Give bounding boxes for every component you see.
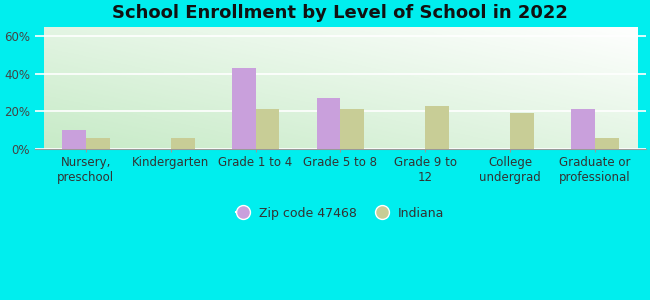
Bar	[425, 106, 449, 149]
Bar	[171, 137, 194, 149]
Legend: Zip code 47468, Indiana: Zip code 47468, Indiana	[231, 202, 449, 224]
Bar	[232, 68, 255, 149]
Bar	[571, 109, 595, 149]
Bar	[595, 137, 619, 149]
Bar	[86, 137, 110, 149]
Bar	[341, 109, 364, 149]
Bar	[317, 98, 341, 149]
Bar	[62, 130, 86, 149]
Bar	[510, 113, 534, 149]
Title: School Enrollment by Level of School in 2022: School Enrollment by Level of School in …	[112, 4, 568, 22]
Bar	[255, 109, 280, 149]
